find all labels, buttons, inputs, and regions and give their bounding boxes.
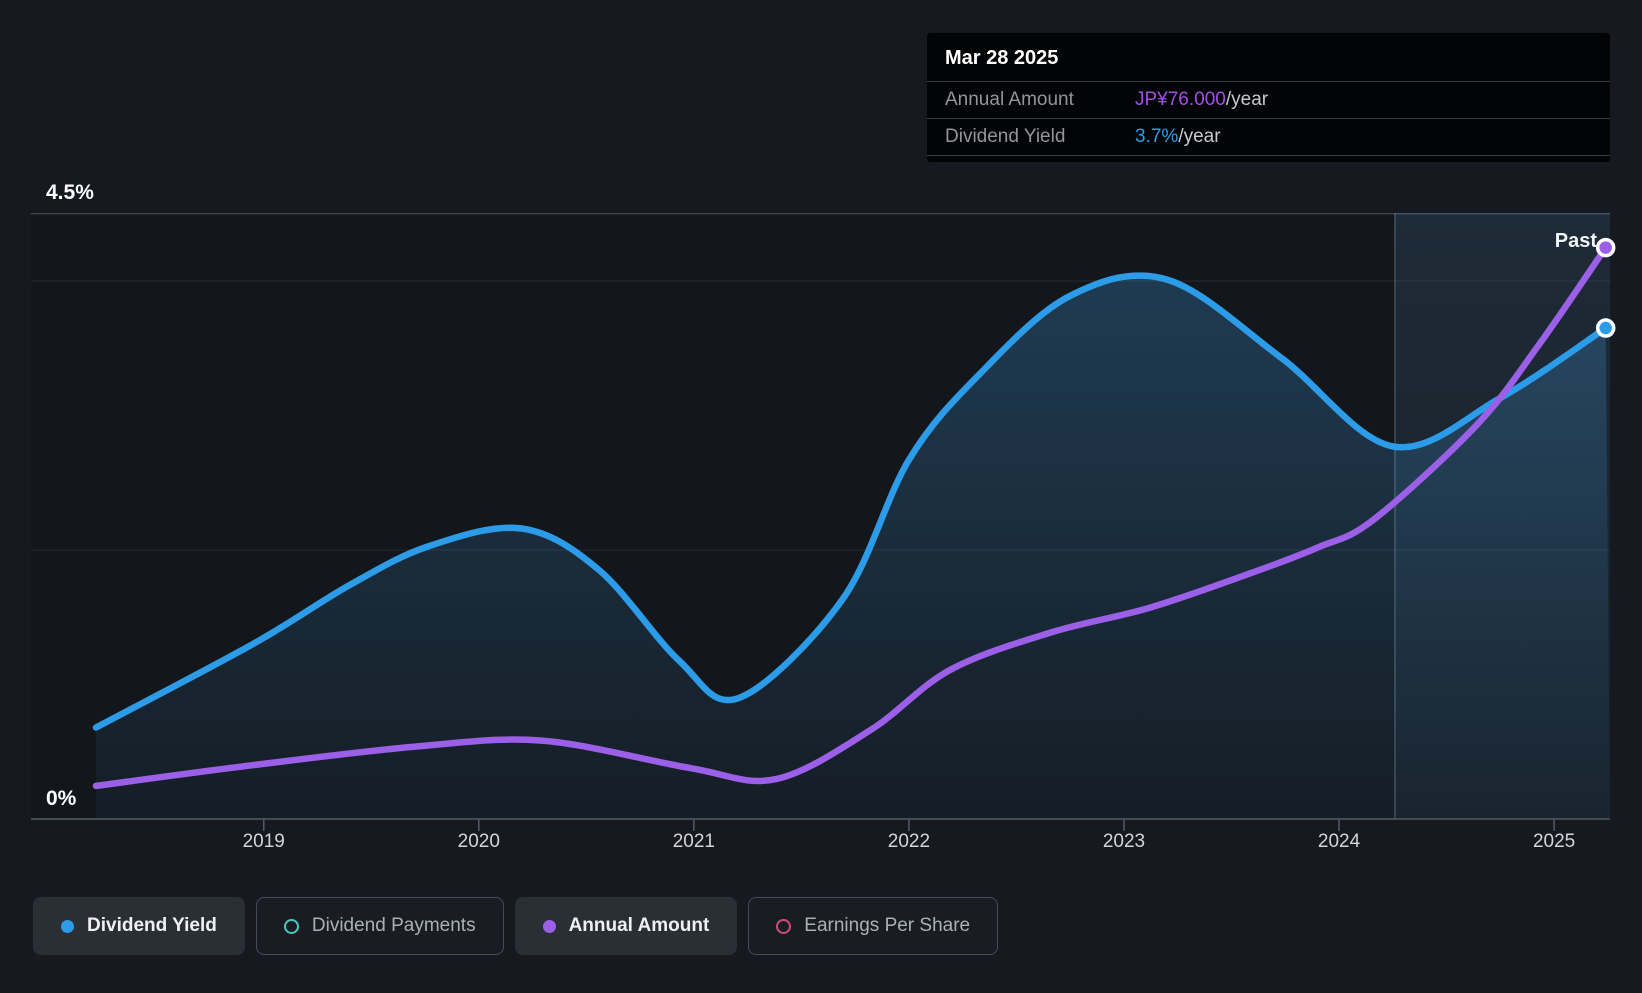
tooltip-value: 3.7% xyxy=(1135,126,1179,147)
x-axis-label: 2023 xyxy=(1102,831,1146,852)
chart-tooltip: Mar 28 2025 Annual Amount JP¥76.000/year… xyxy=(927,33,1610,162)
series-lines xyxy=(92,244,1609,790)
past-label: Past xyxy=(1554,230,1597,252)
legend-label: Earnings Per Share xyxy=(804,915,971,936)
y-axis-top-label: 4.5% xyxy=(46,181,94,204)
tooltip-value: JP¥76.000 xyxy=(1135,89,1226,110)
legend-button-dividend-payments[interactable]: Dividend Payments xyxy=(255,897,504,955)
dividend-yield-line xyxy=(92,272,1609,731)
x-axis-label: 2024 xyxy=(1317,831,1361,852)
x-axis-label: 2020 xyxy=(457,831,500,852)
tooltip-suffix: /year xyxy=(1225,89,1269,110)
tooltip-label: Annual Amount xyxy=(945,89,1074,110)
series-end-dots xyxy=(1595,237,1616,338)
legend-label: Dividend Payments xyxy=(311,915,476,936)
x-axis-label: 2025 xyxy=(1532,831,1576,852)
y-axis-bottom-label: 0% xyxy=(46,787,77,810)
legend-button-earnings-per-share[interactable]: Earnings Per Share xyxy=(748,897,999,955)
dividend-yield-end-dot xyxy=(1595,318,1616,338)
legend-button-dividend-yield[interactable]: Dividend Yield xyxy=(33,897,245,955)
tooltip-value-group: 3.7%/year xyxy=(1135,126,1221,148)
annual-amount-line xyxy=(92,244,1609,790)
grid-lines xyxy=(31,213,1610,551)
annual-amount-end-dot xyxy=(1595,237,1616,258)
past-region-highlight xyxy=(1394,213,1610,819)
x-axis-label: 2021 xyxy=(672,831,715,852)
dividend-yield-dot-icon xyxy=(61,919,74,933)
tooltip-value-group: JP¥76.000/year xyxy=(1135,89,1268,111)
yield-area-path xyxy=(96,275,1610,819)
legend-button-annual-amount[interactable]: Annual Amount xyxy=(514,897,738,955)
earnings-per-share-circle-icon xyxy=(776,918,792,934)
chart-legend: Dividend Yield Dividend Payments Annual … xyxy=(33,897,999,955)
dividend-payments-circle-icon xyxy=(283,918,299,934)
annual-amount-dot-icon xyxy=(542,919,556,933)
x-axis xyxy=(31,818,1610,831)
legend-label: Dividend Yield xyxy=(87,915,217,936)
legend-label: Annual Amount xyxy=(568,915,710,936)
tooltip-label: Dividend Yield xyxy=(945,126,1066,147)
tooltip-date: Mar 28 2025 xyxy=(945,47,1059,69)
tooltip-suffix: /year xyxy=(1178,126,1221,147)
x-axis-label: 2019 xyxy=(242,831,285,852)
yield-area-fill xyxy=(96,275,1610,819)
past-region-rect xyxy=(1394,213,1610,819)
tooltip-row-annual-amount: Annual Amount JP¥76.000/year xyxy=(927,81,1610,118)
x-axis-label: 2022 xyxy=(887,831,931,852)
tooltip-row-dividend-yield: Dividend Yield 3.7%/year xyxy=(927,118,1610,156)
